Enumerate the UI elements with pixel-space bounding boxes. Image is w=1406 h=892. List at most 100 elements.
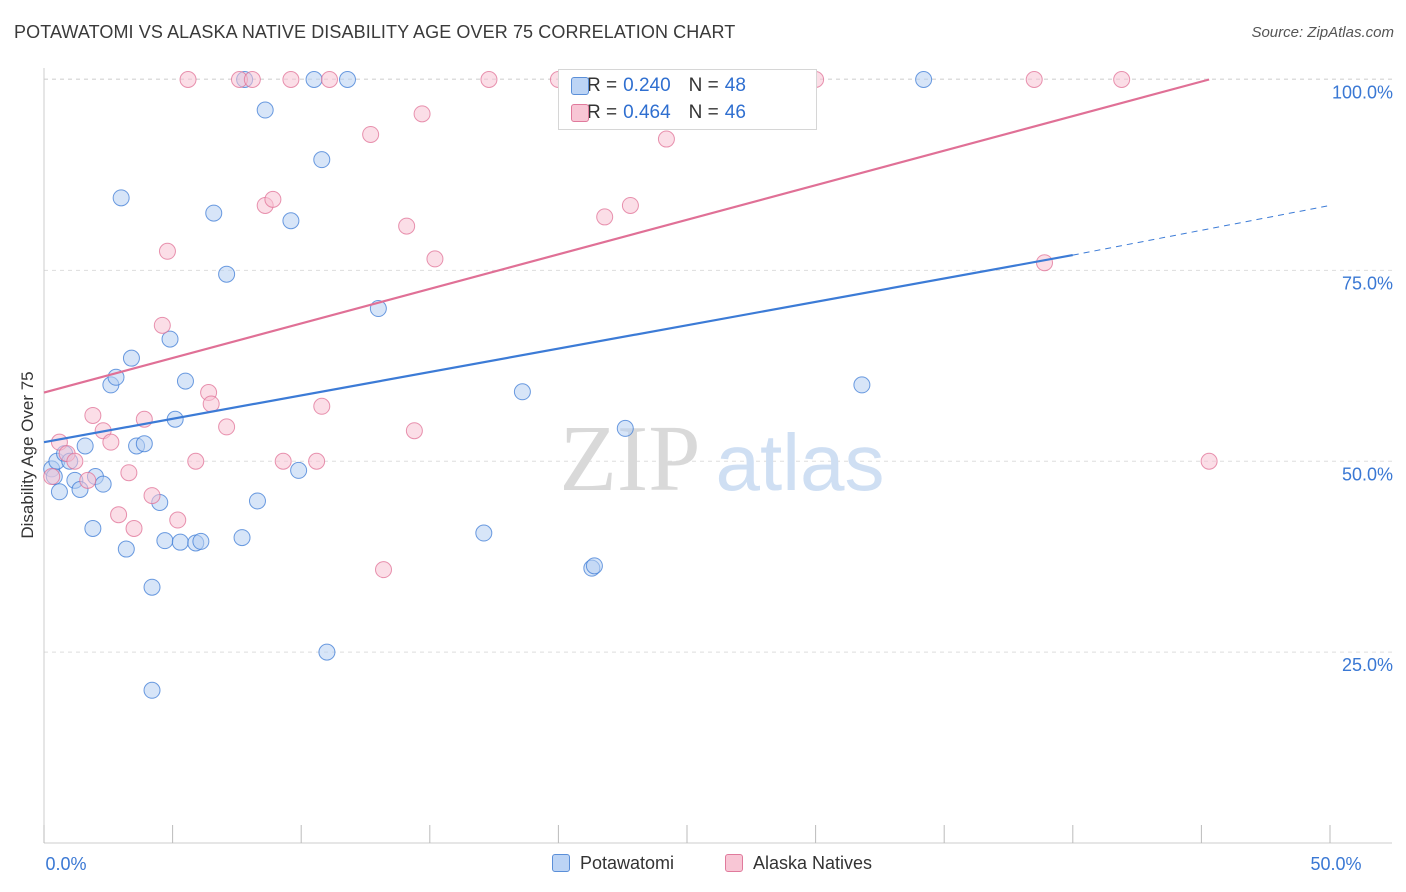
potawatomi-point xyxy=(135,435,153,453)
alaska-natives-point xyxy=(264,190,282,208)
legend-row-alaska-natives: R = 0.464 N = 46 xyxy=(571,101,746,125)
source-credit: Source: ZipAtlas.com xyxy=(1251,24,1394,41)
alaska-natives-point xyxy=(621,196,639,214)
potawatomi-point xyxy=(218,265,236,283)
potawatomi-point xyxy=(205,204,223,222)
potawatomi-point xyxy=(143,681,161,699)
alaska-natives-point xyxy=(657,130,675,148)
bottom-legend-label-potawatomi: Potawatomi xyxy=(580,852,675,873)
alaska-natives-point xyxy=(282,71,300,88)
potawatomi-point xyxy=(248,492,266,510)
alaska-natives-point xyxy=(398,217,416,235)
legend-n-label: N = xyxy=(688,102,719,123)
legend-n-label: N = xyxy=(688,75,719,96)
alaska-natives-point xyxy=(1113,71,1131,88)
y-tick-label: 100.0% xyxy=(1332,83,1393,103)
watermark-atlas: atlas xyxy=(716,418,885,507)
bottom-legend-swatch-potawatomi xyxy=(552,854,570,872)
legend-swatch-potawatomi xyxy=(571,77,589,95)
alaska-natives-point xyxy=(120,464,138,482)
legend-r-value: 0.464 xyxy=(623,102,671,123)
potawatomi-point xyxy=(176,372,194,390)
potawatomi-point xyxy=(318,643,336,661)
potawatomi-trend-line xyxy=(43,254,1073,444)
axes xyxy=(43,68,1392,844)
alaska-natives-point xyxy=(153,316,171,334)
potawatomi-point xyxy=(513,383,531,401)
legend-n-value: 48 xyxy=(724,75,746,96)
bottom-legend-alaska-natives: Alaska Natives xyxy=(725,851,872,875)
alaska-natives-point xyxy=(158,242,176,260)
x-tick-label: 0.0% xyxy=(45,854,86,874)
potawatomi-point xyxy=(112,189,130,207)
potawatomi-point xyxy=(161,330,179,348)
legend-r-label: R = xyxy=(587,75,618,96)
alaska-natives-point xyxy=(110,506,128,524)
chart-title: POTAWATOMI VS ALASKA NATIVE DISABILITY A… xyxy=(14,22,736,42)
alaska-natives-point xyxy=(66,452,84,470)
potawatomi-point xyxy=(156,532,174,550)
alaska-natives-point xyxy=(143,487,161,505)
potawatomi-point xyxy=(76,437,94,455)
alaska-natives-point xyxy=(596,208,614,226)
alaska-natives-point xyxy=(102,433,120,451)
potawatomi-point xyxy=(282,212,300,230)
alaska-natives-point xyxy=(480,71,498,88)
alaska-natives-point xyxy=(1036,254,1054,272)
alaska-natives-point xyxy=(405,422,423,440)
alaska-natives-point xyxy=(313,397,331,415)
potawatomi-point xyxy=(585,557,603,575)
potawatomi-point xyxy=(94,475,112,493)
alaska-natives-point xyxy=(1025,71,1043,88)
x-tick-label: 50.0% xyxy=(1310,854,1361,874)
alaska-natives-point xyxy=(79,471,97,489)
y-tick-label: 50.0% xyxy=(1342,464,1393,484)
alaska-natives-point xyxy=(274,452,292,470)
potawatomi-point xyxy=(122,349,140,367)
y-axis-label: Disability Age Over 75 xyxy=(18,371,37,539)
alaska-natives-point xyxy=(320,71,338,88)
y-tick-label: 25.0% xyxy=(1342,655,1393,675)
alaska-natives-point xyxy=(84,406,102,424)
bottom-legend-potawatomi: Potawatomi xyxy=(552,851,674,875)
alaska-natives-point xyxy=(413,105,431,123)
legend-row-potawatomi: R = 0.240 N = 48 xyxy=(571,74,746,98)
alaska-natives-point xyxy=(179,71,197,88)
alaska-natives-point xyxy=(43,468,61,486)
alaska-natives-point xyxy=(243,71,261,88)
potawatomi-point xyxy=(117,540,135,558)
alaska-natives-point xyxy=(187,452,205,470)
potawatomi-point xyxy=(290,461,308,479)
legend-r-label: R = xyxy=(587,102,618,123)
potawatomi-point xyxy=(50,483,68,501)
potawatomi-point xyxy=(171,533,189,551)
potawatomi-point xyxy=(475,524,493,542)
y-tick-label: 75.0% xyxy=(1342,273,1393,293)
gridlines xyxy=(44,78,1392,653)
potawatomi-point xyxy=(305,71,323,88)
potawatomi-point xyxy=(143,578,161,596)
alaska-natives-point xyxy=(362,125,380,143)
bottom-legend-swatch-alaska-natives xyxy=(725,854,743,872)
watermark: ZIP atlas xyxy=(560,407,885,511)
potawatomi-point xyxy=(338,71,356,88)
tick-labels: 25.0% 50.0% 75.0% 100.0% 0.0% 50.0% xyxy=(45,83,1393,875)
potawatomi-point xyxy=(256,101,274,119)
alaska-natives-point xyxy=(202,395,220,413)
potawatomi-point xyxy=(313,151,331,169)
potawatomi-point xyxy=(616,419,634,437)
legend-r-value: 0.240 xyxy=(623,75,671,96)
potawatomi-trend-extension xyxy=(1072,204,1331,256)
legend-swatch-alaska-natives xyxy=(571,104,589,122)
alaska-natives-point xyxy=(1200,452,1218,470)
alaska-natives-point xyxy=(125,519,143,537)
potawatomi-point xyxy=(915,71,933,88)
potawatomi-point xyxy=(84,519,102,537)
potawatomi-point xyxy=(233,529,251,547)
alaska-natives-trend-line xyxy=(43,78,1210,394)
alaska-natives-point xyxy=(218,418,236,436)
correlation-legend: R = 0.240 N = 48 R = 0.464 N = 46 xyxy=(558,69,817,130)
legend-n-value: 46 xyxy=(724,102,746,123)
alaska-natives-point xyxy=(426,250,444,268)
